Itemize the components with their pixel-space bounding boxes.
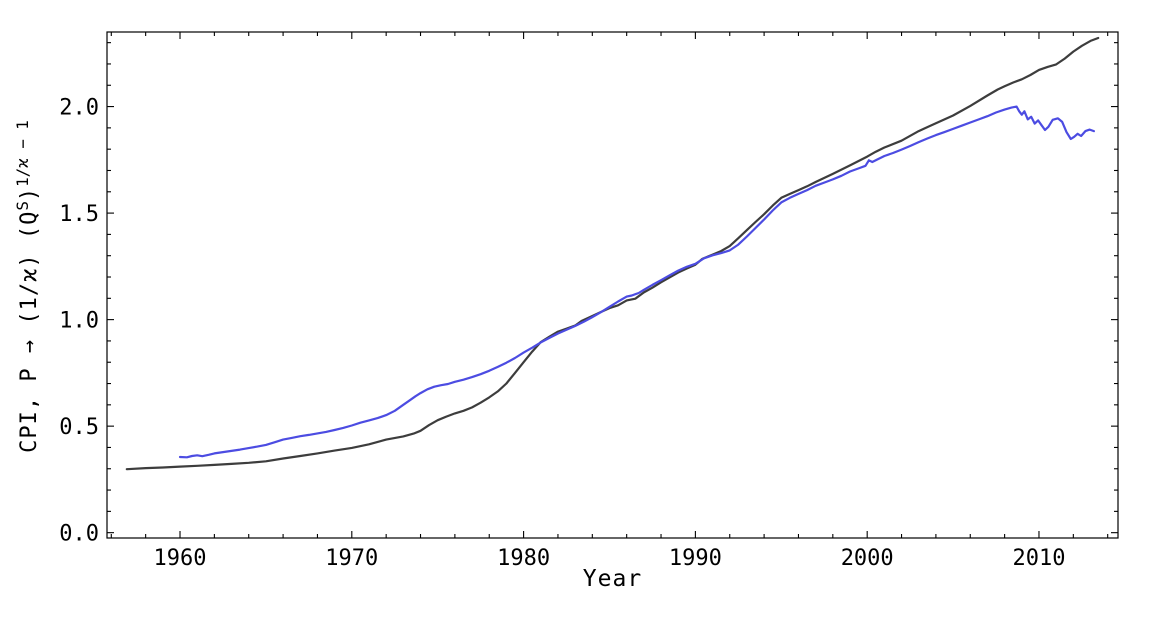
blue-series-line <box>178 105 1095 459</box>
dark-series-line <box>125 36 1100 471</box>
y-axis-label-text: CPI, P → (1/ϰ) (Q <box>16 210 42 453</box>
y-axis-label: CPI, P → (1/ϰ) (QS)1/ϰ − 1 <box>13 120 42 453</box>
x-tick-label: 1970 <box>325 546 378 571</box>
y-tick-label: 2.0 <box>59 96 99 121</box>
plot-frame <box>106 31 1119 539</box>
y-tick-label: 0.0 <box>59 522 99 547</box>
x-tick-label: 2000 <box>841 546 894 571</box>
y-axis-label-area: CPI, P → (1/ϰ) (QS)1/ϰ − 1 <box>0 0 58 572</box>
x-tick-label: 1960 <box>154 546 207 571</box>
x-tick-label: 1980 <box>497 546 550 571</box>
x-axis-label: Year <box>582 566 643 592</box>
x-tick-label: 2010 <box>1012 546 1065 571</box>
y-axis-label-superscript: S <box>12 200 32 211</box>
x-tick-label: 1990 <box>669 546 722 571</box>
y-axis-label-superscript: 1/ϰ − 1 <box>12 119 32 187</box>
y-tick-label: 1.5 <box>59 202 99 227</box>
y-tick-label: 0.5 <box>59 415 99 440</box>
y-tick-label: 1.0 <box>59 309 99 334</box>
y-axis-label-text: ) <box>16 186 42 201</box>
